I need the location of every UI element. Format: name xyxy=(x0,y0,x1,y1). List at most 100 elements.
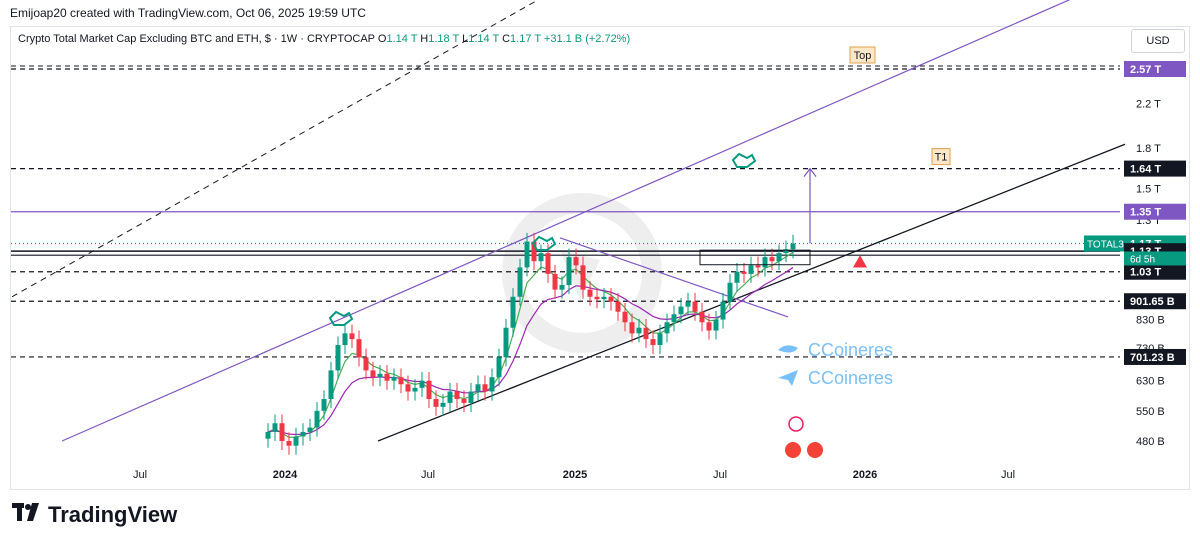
candle-body xyxy=(510,296,516,328)
tv-logo-icon xyxy=(12,503,42,527)
ema-fast-line xyxy=(267,251,794,438)
candle-body xyxy=(335,345,341,371)
candle-body xyxy=(363,357,369,371)
candle-body xyxy=(286,441,292,446)
candle-body xyxy=(293,436,299,446)
candle-body xyxy=(314,410,320,428)
price-label-text: 1.64 T xyxy=(1130,164,1161,176)
creator-line: Emijoap20 created with TradingView.com, … xyxy=(10,6,366,20)
candle-body xyxy=(594,296,600,300)
channel-mid-dashed-line xyxy=(11,0,539,298)
watermark-social-2: CCoineres xyxy=(808,368,893,388)
price-label-text: 701.23 B xyxy=(1130,352,1175,364)
legend-c-label: C xyxy=(502,33,511,45)
price-label-text: 1.35 T xyxy=(1130,207,1161,219)
horizontal-levels xyxy=(11,65,1120,358)
y-tick-label: 630 B xyxy=(1136,376,1165,388)
price-label-text: 901.65 B xyxy=(1130,296,1175,308)
candle-body xyxy=(748,265,754,274)
candle-body xyxy=(405,384,411,392)
candle-body xyxy=(713,319,719,331)
candle-body xyxy=(419,380,425,388)
x-tick-label: 2026 xyxy=(853,469,877,481)
tradingview-logo: TradingView xyxy=(12,502,177,528)
candle-body xyxy=(496,357,502,378)
x-tick-label: 2024 xyxy=(273,469,298,481)
x-tick-label: Jul xyxy=(713,469,727,481)
candle-body xyxy=(384,373,390,381)
candle-body xyxy=(447,391,453,403)
candle-body xyxy=(734,271,740,283)
candle-body xyxy=(657,333,663,346)
y-tick-label: 1.5 T xyxy=(1136,183,1161,195)
flag-icon xyxy=(785,442,801,458)
legend-o-label: O xyxy=(377,33,387,45)
candle-body xyxy=(552,273,558,290)
candlesticks xyxy=(265,232,796,455)
candle-body xyxy=(566,257,572,286)
support-trendline xyxy=(377,143,1126,442)
candle-body xyxy=(755,265,761,268)
annotation-label: Top xyxy=(854,50,872,62)
y-tick-label: 550 B xyxy=(1136,406,1165,418)
chart-frame xyxy=(10,26,1190,490)
candle-body xyxy=(503,327,509,358)
candle-body xyxy=(664,322,670,334)
target-arrow-head xyxy=(803,167,817,177)
annotation-box xyxy=(849,46,876,64)
candle-body xyxy=(601,296,607,300)
symbol-tag-text: TOTAL3 xyxy=(1087,239,1124,250)
x-tick-label: Jul xyxy=(421,469,435,481)
candle-body xyxy=(643,327,649,340)
countdown-box xyxy=(1124,251,1186,266)
candle-body xyxy=(622,311,628,323)
price-label-box xyxy=(1124,160,1186,177)
moving-averages xyxy=(267,251,794,438)
legend-c-value: 1.17 T xyxy=(510,33,541,45)
time-axis[interactable]: Jul 2024 Jul 2025 Jul 2026 Jul xyxy=(133,469,1015,481)
candle-body xyxy=(279,423,285,441)
candle-body xyxy=(524,241,530,268)
candle-body xyxy=(741,271,747,274)
candle-body xyxy=(720,301,726,320)
candle-body xyxy=(587,289,593,297)
x-tick-label: 2025 xyxy=(563,469,587,481)
candle-body xyxy=(727,282,733,302)
candle-body xyxy=(671,314,677,323)
countdown-text: 6d 5h xyxy=(1130,254,1155,265)
ema-slow-line xyxy=(267,267,794,436)
candle-body xyxy=(356,339,362,358)
legend-o-value: 1.14 T xyxy=(386,33,418,45)
price-label-box xyxy=(1124,293,1186,310)
candle-body xyxy=(265,431,271,439)
candle-body xyxy=(412,387,418,392)
candle-body xyxy=(531,241,537,262)
candle-body xyxy=(650,339,656,346)
candle-body xyxy=(272,423,278,432)
price-label-box xyxy=(1124,263,1186,280)
candle-body xyxy=(706,322,712,331)
candle-body xyxy=(328,370,334,400)
twitter-icon xyxy=(778,345,798,353)
candle-body xyxy=(538,253,544,262)
candle-body xyxy=(608,296,614,302)
candle-body xyxy=(573,257,579,266)
candle-body xyxy=(776,253,782,262)
candle-body xyxy=(300,431,306,437)
candle-body xyxy=(426,380,432,400)
symbol-tag-box xyxy=(1084,235,1124,252)
candle-body xyxy=(468,391,474,403)
hand-icon xyxy=(731,152,757,168)
candle-body xyxy=(391,377,397,381)
currency-button[interactable]: USD xyxy=(1131,29,1185,53)
candle-body xyxy=(629,322,635,334)
price-label-box xyxy=(1124,348,1186,365)
legend-l-value: 1.14 T xyxy=(468,33,500,45)
legend-l-label: L xyxy=(462,33,469,45)
candle-body xyxy=(475,384,481,392)
y-tick-label: 480 B xyxy=(1136,436,1165,448)
candle-body xyxy=(636,327,642,334)
candle-body xyxy=(433,399,439,407)
